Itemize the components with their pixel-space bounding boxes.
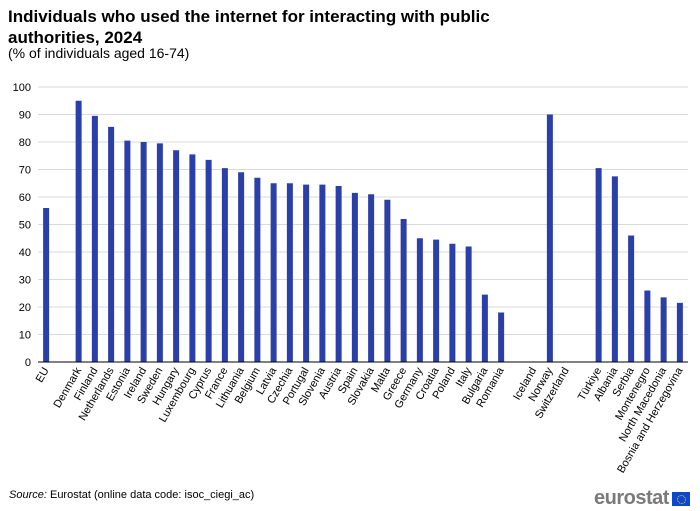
y-tick-label: 0 xyxy=(25,357,31,369)
eurostat-logo: eurostat xyxy=(594,487,690,510)
bar xyxy=(465,246,472,362)
bar xyxy=(416,238,423,362)
bar xyxy=(221,168,228,362)
bar xyxy=(368,194,375,362)
bar xyxy=(140,142,147,362)
bar xyxy=(303,184,310,362)
bar xyxy=(319,184,326,362)
bar xyxy=(644,290,651,362)
logo-text: eurostat xyxy=(594,487,669,509)
bar xyxy=(481,294,488,362)
x-tick-label: EU xyxy=(34,365,52,384)
y-tick-label: 50 xyxy=(19,220,31,232)
bar xyxy=(75,100,82,362)
source-text: Eurostat (online data code: isoc_ciegi_a… xyxy=(46,489,255,501)
bar xyxy=(124,140,131,362)
y-tick-label: 30 xyxy=(19,275,31,287)
source-note: Source: Eurostat (online data code: isoc… xyxy=(9,489,254,501)
bar xyxy=(254,177,261,362)
bar xyxy=(433,239,440,362)
bar xyxy=(156,143,163,362)
bar xyxy=(173,150,180,362)
source-label: Source: xyxy=(9,489,47,501)
y-tick-label: 80 xyxy=(19,137,31,149)
bar xyxy=(286,183,293,362)
bar xyxy=(498,312,505,362)
y-tick-label: 20 xyxy=(19,302,31,314)
y-tick-label: 40 xyxy=(19,247,31,259)
bar xyxy=(91,115,98,362)
bar xyxy=(400,219,407,362)
y-tick-label: 70 xyxy=(19,165,31,177)
bar xyxy=(628,235,635,362)
bar xyxy=(108,126,115,362)
y-tick-label: 10 xyxy=(19,330,31,342)
y-tick-label: 90 xyxy=(19,110,31,122)
bar xyxy=(43,208,50,362)
y-tick-label: 60 xyxy=(19,192,31,204)
chart-subtitle: (% of individuals aged 16-74) xyxy=(8,45,190,61)
bar xyxy=(660,297,667,362)
y-tick-label: 100 xyxy=(13,82,31,94)
bar xyxy=(335,186,342,362)
bar xyxy=(351,192,358,362)
bar xyxy=(238,172,245,362)
bar xyxy=(384,199,391,362)
bar xyxy=(676,302,683,362)
bar xyxy=(449,243,456,362)
bar xyxy=(189,154,196,362)
bar xyxy=(595,168,602,362)
bar xyxy=(546,114,553,362)
bar xyxy=(611,176,618,362)
bar xyxy=(270,183,277,362)
bar xyxy=(205,159,212,362)
eu-flag-icon xyxy=(671,491,690,506)
chart-title: Individuals who used the internet for in… xyxy=(8,7,490,47)
